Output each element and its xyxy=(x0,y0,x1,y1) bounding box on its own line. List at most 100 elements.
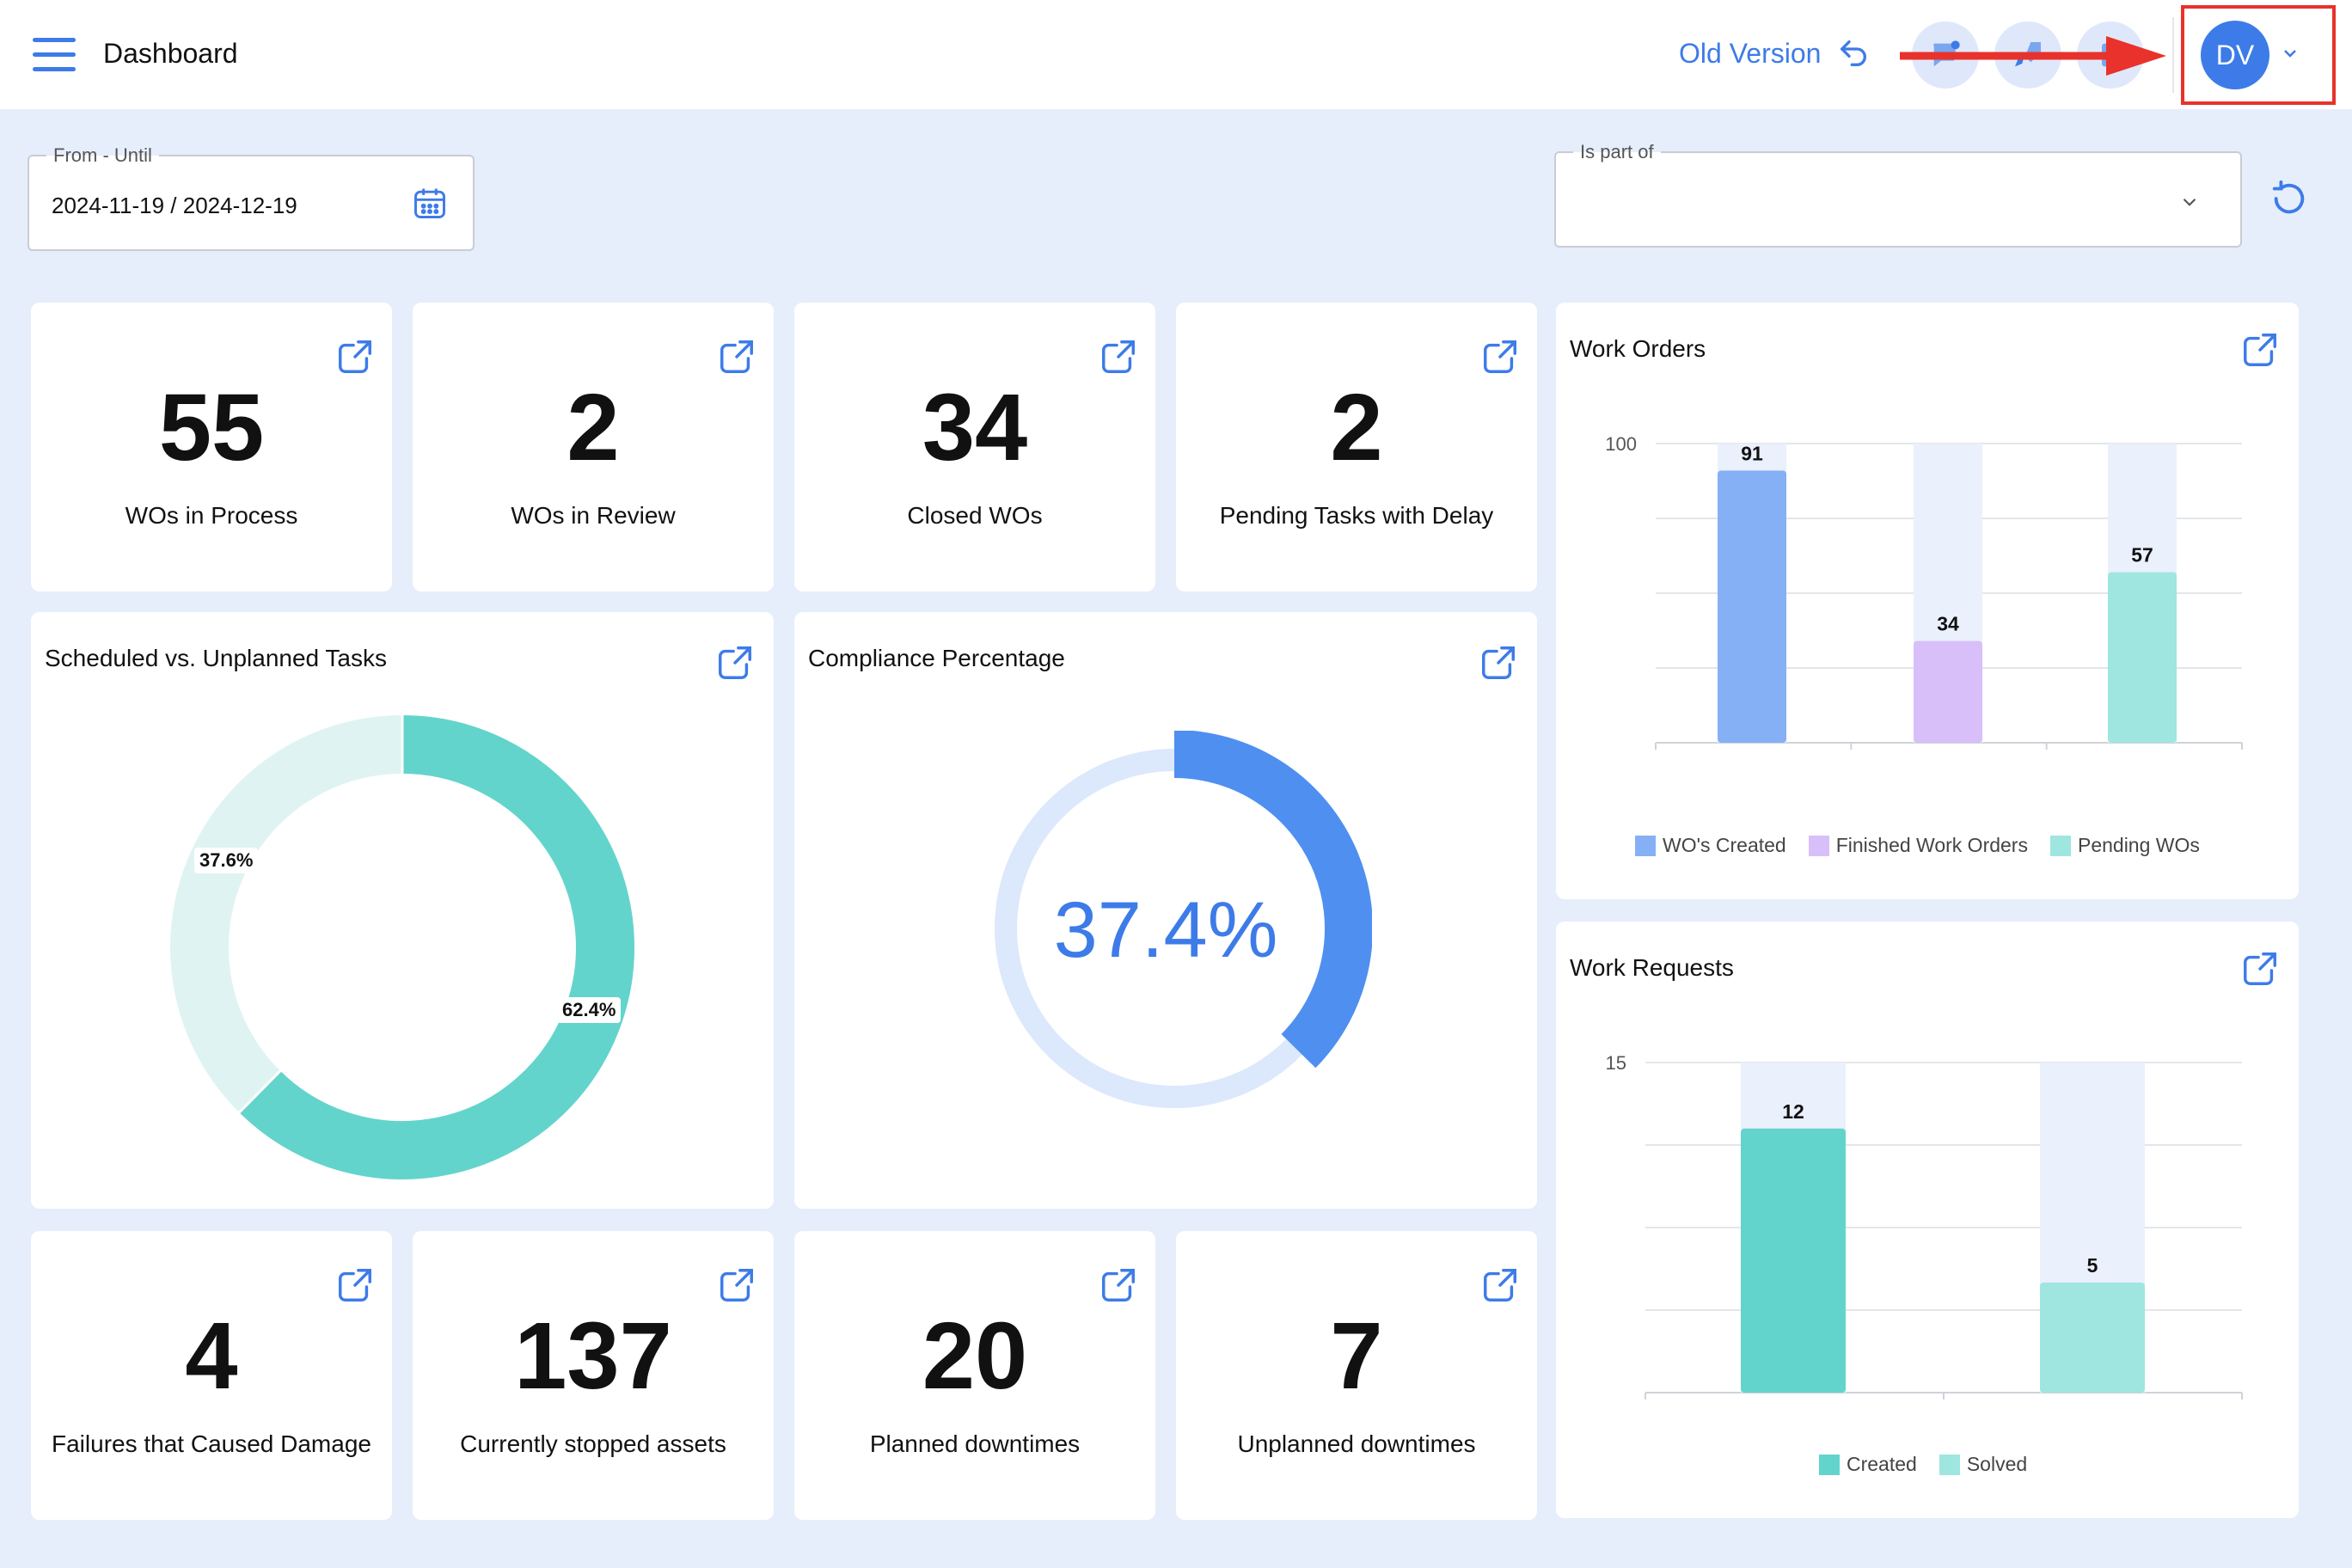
scheduled-pct-label: 62.4% xyxy=(557,997,622,1023)
kpi-card-closed-wos[interactable]: 34 Closed WOs xyxy=(794,303,1155,591)
scheduled-donut-chart xyxy=(170,715,634,1179)
date-range-field[interactable]: From - Until 2024-11-19 / 2024-12-19 xyxy=(28,144,475,251)
kpi-card-failures-damage[interactable]: 4 Failures that Caused Damage xyxy=(31,1231,392,1520)
kpi-label: Failures that Caused Damage xyxy=(52,1430,371,1457)
external-link-icon[interactable] xyxy=(1480,1265,1520,1305)
work-requests-legend: Created Solved xyxy=(1819,1453,2049,1476)
legend-swatch xyxy=(1939,1454,1960,1475)
legend-label: WO's Created xyxy=(1663,834,1786,856)
reset-icon[interactable] xyxy=(2269,179,2309,218)
chevron-down-icon[interactable] xyxy=(2280,43,2300,64)
compliance-value: 37.4% xyxy=(1053,886,1278,974)
work-orders-bar-chart: 100 91 34 57 xyxy=(1605,433,2243,750)
page-title: Dashboard xyxy=(103,38,238,69)
red-arrow-annotation xyxy=(1900,36,2166,76)
kpi-value: 34 xyxy=(922,375,1028,481)
legend-label: Solved xyxy=(1966,1453,2028,1475)
chart-title: Work Orders xyxy=(1570,335,1706,362)
external-link-icon[interactable] xyxy=(715,643,755,683)
top-bar: Dashboard Old Version DV xyxy=(0,0,2352,109)
external-link-icon[interactable] xyxy=(2240,949,2280,989)
work-orders-card: Work Orders 100 91 34 57 WO's Created Finish… xyxy=(1556,303,2299,899)
bar-value-label: 34 xyxy=(1937,613,1959,635)
legend-item[interactable]: WO's Created xyxy=(1635,834,1786,857)
bar xyxy=(1914,640,1982,743)
bar-value-label: 12 xyxy=(1782,1100,1804,1123)
kpi-card-stopped-assets[interactable]: 137 Currently stopped assets xyxy=(413,1231,774,1520)
legend-item[interactable]: Finished Work Orders xyxy=(1808,834,2028,857)
old-version-link[interactable]: Old Version xyxy=(1679,38,1822,69)
part-of-select[interactable]: Is part of xyxy=(1554,141,2242,248)
kpi-value: 137 xyxy=(514,1303,672,1409)
menu-icon[interactable] xyxy=(33,38,76,72)
kpi-card-planned-downtimes[interactable]: 20 Planned downtimes xyxy=(794,1231,1155,1520)
legend-label: Finished Work Orders xyxy=(1835,834,2028,856)
external-link-icon[interactable] xyxy=(1480,337,1520,377)
card-title: Compliance Percentage xyxy=(808,645,1065,671)
external-link-icon[interactable] xyxy=(1479,643,1518,683)
slice-separator xyxy=(236,1069,283,1115)
kpi-label: WOs in Review xyxy=(511,502,676,529)
kpi-card-pending-tasks-delay[interactable]: 2 Pending Tasks with Delay xyxy=(1176,303,1537,591)
legend-swatch xyxy=(1635,835,1656,856)
unplanned-slice xyxy=(170,715,403,1113)
external-link-icon[interactable] xyxy=(717,1265,756,1305)
work-requests-card: Work Requests 15 12 5 Created Solved xyxy=(1556,922,2299,1518)
y-tick-label: 100 xyxy=(1605,433,1637,455)
chevron-down-icon xyxy=(2183,198,2196,206)
kpi-value: 20 xyxy=(922,1303,1028,1409)
legend-label: Created xyxy=(1847,1453,1917,1475)
header-divider xyxy=(2172,17,2174,93)
part-of-label: Is part of xyxy=(1573,141,1661,163)
undo-icon[interactable] xyxy=(1836,36,1871,70)
compliance-gauge xyxy=(995,731,1372,1108)
kpi-value: 2 xyxy=(567,375,620,481)
legend-swatch xyxy=(1819,1454,1840,1475)
external-link-icon[interactable] xyxy=(2240,330,2280,370)
work-orders-legend: WO's Created Finished Work Orders Pending … xyxy=(1635,834,2222,857)
bar-value-label: 57 xyxy=(2131,544,2153,567)
kpi-value: 55 xyxy=(158,375,265,481)
bar xyxy=(2108,572,2177,743)
work-requests-bar-chart: 15 12 5 xyxy=(1606,1052,2243,1400)
kpi-label: WOs in Process xyxy=(125,502,298,529)
highlight-box-annotation xyxy=(2181,5,2336,105)
external-link-icon[interactable] xyxy=(335,337,375,377)
bar-value-label: 91 xyxy=(1741,442,1763,464)
scheduled-slice xyxy=(239,715,634,1179)
date-range-label: From - Until xyxy=(46,144,159,167)
legend-swatch xyxy=(1808,835,1829,856)
kpi-label: Currently stopped assets xyxy=(460,1430,726,1457)
bar-value-label: 5 xyxy=(2087,1254,2098,1277)
external-link-icon[interactable] xyxy=(1099,337,1138,377)
bar xyxy=(2040,1283,2145,1393)
legend-item[interactable]: Solved xyxy=(1939,1453,2027,1476)
date-range-value: 2024-11-19 / 2024-12-19 xyxy=(52,193,297,218)
legend-item[interactable]: Pending WOs xyxy=(2049,834,2200,857)
kpi-label: Planned downtimes xyxy=(869,1430,1081,1457)
kpi-label: Closed WOs xyxy=(907,502,1043,529)
kpi-label: Pending Tasks with Delay xyxy=(1219,502,1494,529)
bar xyxy=(1741,1128,1846,1393)
external-link-icon[interactable] xyxy=(717,337,756,377)
avatar[interactable]: DV xyxy=(2201,21,2269,89)
kpi-card-wos-in-process[interactable]: 55 WOs in Process xyxy=(31,303,392,591)
calendar-icon[interactable] xyxy=(411,184,449,222)
kpi-card-unplanned-downtimes[interactable]: 7 Unplanned downtimes xyxy=(1176,1231,1537,1520)
external-link-icon[interactable] xyxy=(335,1265,375,1305)
kpi-label: Unplanned downtimes xyxy=(1237,1430,1476,1457)
gauge-fill xyxy=(1173,731,1372,1069)
kpi-value: 2 xyxy=(1330,375,1383,481)
bar xyxy=(1718,470,1786,743)
legend-swatch xyxy=(2049,835,2071,856)
chart-title: Work Requests xyxy=(1570,954,1734,981)
external-link-icon[interactable] xyxy=(1099,1265,1138,1305)
kpi-card-wos-in-review[interactable]: 2 WOs in Review xyxy=(413,303,774,591)
legend-item[interactable]: Created xyxy=(1819,1453,1917,1476)
unplanned-pct-label: 37.6% xyxy=(194,848,259,873)
y-tick-label: 15 xyxy=(1606,1052,1626,1074)
compliance-card: Compliance Percentage 37.4% xyxy=(794,612,1537,1209)
card-title: Scheduled vs. Unplanned Tasks xyxy=(45,645,387,671)
kpi-value: 7 xyxy=(1330,1303,1383,1409)
scheduled-vs-unplanned-card: Scheduled vs. Unplanned Tasks 37.6% 62.4… xyxy=(31,612,774,1209)
